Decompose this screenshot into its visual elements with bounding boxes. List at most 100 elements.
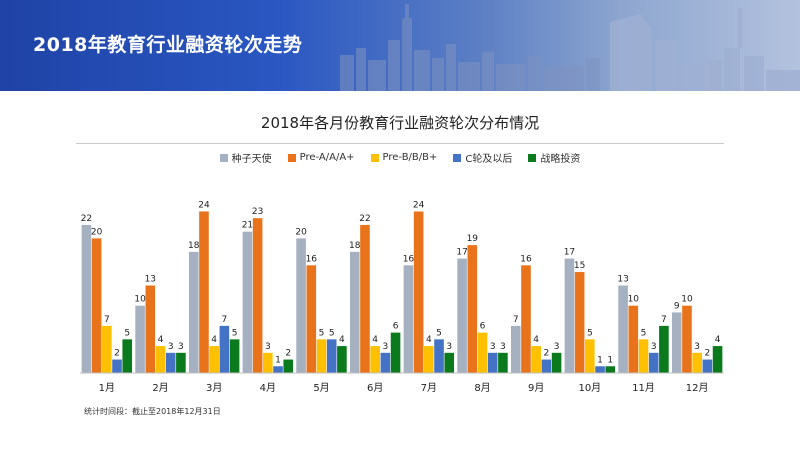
- bar-1-0: [81, 224, 92, 373]
- data-label-9-4: 3: [554, 342, 560, 352]
- bar-12-4: [712, 346, 723, 373]
- data-label-5-4: 4: [339, 335, 345, 345]
- bar-2-2: [155, 346, 166, 373]
- bar-10-4: [605, 366, 616, 373]
- data-label-10-1: 15: [574, 261, 585, 271]
- legend-swatch-2: [370, 153, 379, 162]
- title-divider: [76, 143, 724, 144]
- bar-4-1: [252, 218, 263, 373]
- x-tick-label-3: 3月: [206, 382, 222, 394]
- legend-swatch-0: [219, 153, 228, 162]
- bar-6-2: [370, 346, 380, 373]
- bar-1-2: [102, 325, 112, 373]
- bar-11-4: [659, 325, 669, 373]
- bar-1-1: [91, 238, 102, 373]
- data-label-5-2: 5: [319, 328, 325, 338]
- x-tick-label-5: 5月: [313, 382, 329, 394]
- bar-5-0: [296, 238, 306, 373]
- footnote: 统计时间段：截止至2018年12月31日: [84, 407, 221, 416]
- legend-item-0: 种子天使: [219, 150, 272, 165]
- bar-3-3: [219, 325, 230, 373]
- data-label-2-0: 10: [134, 295, 146, 305]
- bar-7-4: [444, 352, 455, 373]
- bar-7-0: [403, 265, 414, 373]
- bar-6-0: [349, 251, 360, 373]
- data-label-2-3: 3: [168, 342, 174, 352]
- data-label-6-4: 6: [393, 322, 399, 332]
- bar-9-0: [510, 325, 521, 373]
- bar-8-2: [477, 332, 488, 373]
- bar-2-1: [145, 285, 156, 373]
- x-tick-label-4: 4月: [260, 382, 276, 394]
- bar-5-3: [326, 339, 337, 373]
- data-label-6-3: 3: [383, 342, 389, 352]
- data-label-7-0: 16: [403, 254, 415, 264]
- city-skyline-image: [340, 4, 800, 91]
- data-label-4-1: 23: [252, 207, 263, 217]
- data-label-11-0: 13: [617, 275, 628, 285]
- bar-12-2: [692, 352, 702, 373]
- x-tick-label-9: 9月: [528, 382, 544, 394]
- bar-8-4: [498, 352, 508, 373]
- bar-6-3: [380, 352, 391, 373]
- bar-4-3: [273, 366, 283, 373]
- data-label-1-0: 22: [81, 214, 92, 224]
- data-label-11-3: 3: [651, 342, 657, 352]
- bar-9-3: [541, 359, 552, 373]
- bar-3-1: [199, 211, 209, 373]
- data-label-1-3: 2: [114, 349, 120, 359]
- data-label-9-1: 16: [520, 254, 532, 264]
- data-label-10-3: 1: [597, 355, 603, 365]
- legend-item-1: Pre-A/A/A+: [287, 150, 355, 165]
- legend-swatch-3: [453, 153, 462, 162]
- data-label-7-4: 3: [446, 342, 452, 352]
- bar-4-2: [263, 352, 273, 373]
- bar-7-1: [413, 211, 424, 373]
- bar-12-0: [671, 312, 682, 373]
- data-label-5-3: 5: [329, 328, 335, 338]
- data-label-4-0: 21: [242, 221, 253, 231]
- bar-5-4: [337, 346, 347, 373]
- bar-7-3: [434, 339, 444, 373]
- data-label-2-2: 4: [158, 335, 164, 345]
- bar-6-4: [390, 332, 401, 373]
- header-banner: 2018年教育行业融资轮次走势: [0, 0, 800, 91]
- data-label-8-3: 3: [490, 342, 496, 352]
- data-label-12-1: 10: [681, 295, 693, 305]
- bar-10-3: [595, 366, 605, 373]
- bar-2-0: [135, 305, 145, 373]
- data-label-9-0: 7: [513, 315, 519, 325]
- x-tick-label-6: 6月: [367, 382, 383, 394]
- banner-title: 2018年教育行业融资轮次走势: [33, 34, 303, 56]
- legend-swatch-1: [287, 153, 296, 162]
- data-label-1-1: 20: [91, 227, 103, 237]
- bar-11-3: [648, 352, 659, 373]
- x-tick-label-11: 11月: [632, 382, 655, 394]
- data-label-11-1: 10: [628, 295, 640, 305]
- data-label-7-3: 5: [436, 328, 442, 338]
- legend-label-4: 战略投资: [540, 154, 581, 165]
- data-label-2-4: 3: [178, 342, 184, 352]
- data-label-3-0: 18: [188, 241, 200, 251]
- bar-10-0: [564, 258, 575, 373]
- data-label-8-1: 19: [467, 234, 479, 244]
- bar-8-3: [487, 352, 498, 373]
- bar-3-4: [229, 339, 240, 373]
- legend-item-4: 战略投资: [528, 150, 580, 165]
- data-label-8-4: 3: [500, 342, 506, 352]
- data-label-12-0: 9: [674, 301, 680, 311]
- bar-8-1: [467, 245, 478, 373]
- bar-9-1: [521, 265, 531, 373]
- data-label-6-0: 18: [349, 241, 361, 251]
- data-label-4-3: 1: [275, 355, 281, 365]
- x-tick-label-8: 8月: [474, 382, 490, 394]
- bar-9-2: [531, 346, 541, 373]
- data-label-5-0: 20: [295, 227, 307, 237]
- data-label-9-3: 2: [544, 349, 550, 359]
- data-label-10-0: 17: [564, 248, 575, 258]
- bar-9-4: [551, 352, 562, 373]
- data-label-6-2: 4: [372, 335, 378, 345]
- legend-label-1: Pre-A/A/A+: [299, 152, 355, 163]
- legend-label-2: Pre-B/B/B+: [382, 152, 438, 163]
